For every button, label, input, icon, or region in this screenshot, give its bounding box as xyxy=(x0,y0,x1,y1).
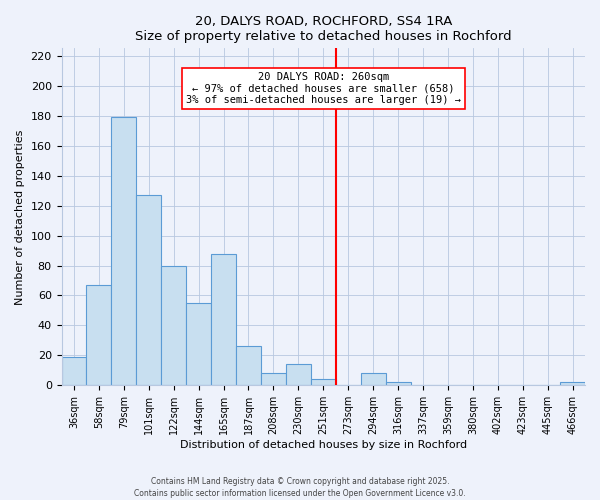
Bar xyxy=(136,195,161,386)
Text: Contains HM Land Registry data © Crown copyright and database right 2025.
Contai: Contains HM Land Registry data © Crown c… xyxy=(134,476,466,498)
Bar xyxy=(211,254,236,386)
Bar xyxy=(236,346,261,386)
Bar xyxy=(62,357,86,386)
Bar xyxy=(361,374,386,386)
Bar xyxy=(86,285,112,386)
Bar xyxy=(161,266,186,386)
Bar xyxy=(311,380,336,386)
Title: 20, DALYS ROAD, ROCHFORD, SS4 1RA
Size of property relative to detached houses i: 20, DALYS ROAD, ROCHFORD, SS4 1RA Size o… xyxy=(135,15,512,43)
Text: 20 DALYS ROAD: 260sqm
← 97% of detached houses are smaller (658)
3% of semi-deta: 20 DALYS ROAD: 260sqm ← 97% of detached … xyxy=(186,72,461,105)
X-axis label: Distribution of detached houses by size in Rochford: Distribution of detached houses by size … xyxy=(180,440,467,450)
Bar xyxy=(560,382,585,386)
Bar xyxy=(386,382,410,386)
Bar xyxy=(286,364,311,386)
Bar xyxy=(261,374,286,386)
Y-axis label: Number of detached properties: Number of detached properties xyxy=(15,129,25,304)
Bar xyxy=(186,303,211,386)
Bar xyxy=(112,117,136,386)
